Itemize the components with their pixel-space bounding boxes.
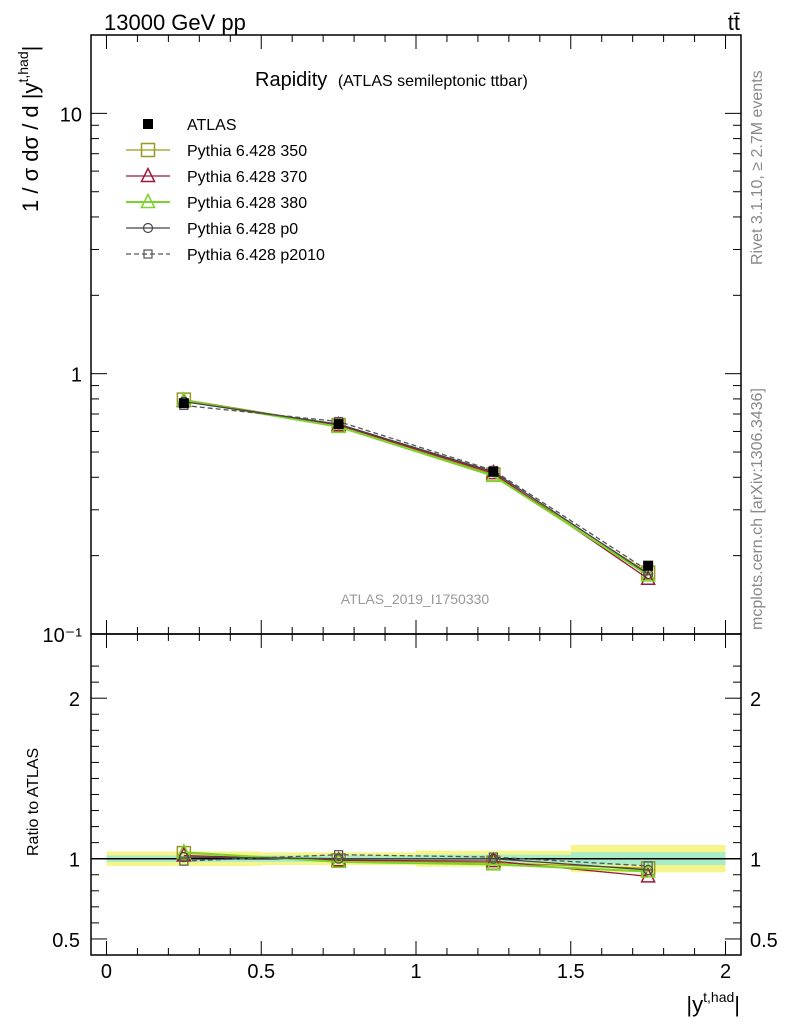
y-axis-label-end: |	[18, 46, 43, 52]
legend: ATLAS Pythia 6.428 350 Pythia 6.428 370 Pyt…	[126, 117, 325, 264]
legend-marker	[142, 222, 154, 234]
ratio-series-point	[643, 861, 653, 871]
x-axis-label-end: |	[734, 992, 740, 1017]
legend-label: Pythia 6.428 p0	[187, 221, 298, 238]
ratio-tick-label-right: 0.5	[750, 930, 778, 952]
legend-marker	[140, 192, 156, 209]
legend-marker	[143, 249, 153, 259]
ratio-tick-label: 1	[69, 850, 80, 872]
y-tick-label: 1	[71, 365, 82, 387]
x-axis-label: |yt,had|	[686, 989, 740, 1017]
x-axis-label-main: |y	[686, 992, 703, 1017]
chart-title: Rapidity (ATLAS semileptonic ttbar)	[255, 69, 528, 91]
mcplots-info-label: mcplots.cern.ch [arXiv:1306.3436]	[749, 388, 766, 630]
legend-label-data: ATLAS	[187, 117, 237, 134]
ratio-tick-label: 0.5	[52, 930, 80, 952]
ratio-series-point	[176, 843, 192, 859]
analysis-watermark: ATLAS_2019_I1750330	[341, 591, 490, 607]
y-axis-label-sup: t,had	[15, 51, 31, 82]
data-point	[488, 466, 499, 477]
ratio-series-point	[330, 852, 347, 869]
ratio-series-line	[183, 856, 649, 871]
series-line	[183, 398, 649, 574]
data-point	[178, 398, 189, 409]
x-tick-label: 1.5	[557, 961, 585, 983]
main-panel: 10 1 10⁻¹	[43, 34, 742, 955]
legend-marker	[140, 142, 156, 158]
chart-title-main: Rapidity	[255, 69, 327, 91]
ratio-series-point	[488, 852, 498, 862]
x-tick-label: 0.5	[247, 961, 275, 983]
series-line	[183, 404, 649, 572]
rivet-info-label: Rivet 3.1.10, ≥ 2.7M events	[749, 70, 766, 265]
x-tick-label: 2	[720, 961, 731, 983]
ratio-panel: 0 0.5 1 1.5 2 2 2 1 1 0.5 0.5	[52, 633, 778, 983]
ratio-axis-label: Ratio to ATLAS	[25, 748, 42, 856]
legend-marker-data	[143, 119, 153, 129]
y-tick-label: 10⁻¹	[43, 625, 83, 647]
y-tick-label: 10	[60, 104, 82, 126]
ratio-tick-label-right: 1	[750, 850, 761, 872]
legend-label: Pythia 6.428 370	[187, 169, 307, 186]
legend-label: Pythia 6.428 p2010	[187, 247, 325, 264]
legend-marker	[140, 166, 156, 183]
ratio-series-line	[183, 854, 649, 867]
data-point	[643, 560, 654, 571]
x-tick-label: 0	[101, 961, 112, 983]
ratio-series-point	[179, 856, 189, 866]
x-tick-label: 1	[410, 961, 421, 983]
ratio-series-point	[334, 850, 344, 860]
ratio-series-point	[485, 855, 502, 871]
ratio-tick-label: 2	[69, 689, 80, 711]
ratio-series-point	[640, 867, 656, 883]
ratio-series-point	[640, 862, 656, 878]
data-point	[333, 419, 344, 430]
ratio-series-point	[485, 851, 502, 868]
legend-label: Pythia 6.428 380	[187, 195, 307, 212]
x-axis-label-sup: t,had	[703, 989, 734, 1005]
series-line	[183, 399, 649, 577]
legend-label: Pythia 6.428 350	[187, 143, 307, 160]
y-axis-label-main: 1 / σ dσ / d |y	[18, 83, 43, 212]
header-process-label: tt̄	[728, 10, 740, 35]
ratio-series-line	[183, 851, 649, 873]
series-line	[183, 401, 649, 575]
y-axis-label: 1 / σ dσ / d |yt,had|	[15, 46, 43, 212]
header-energy-label: 13000 GeV pp	[104, 10, 246, 35]
ratio-tick-label-right: 2	[750, 689, 761, 711]
series-line	[183, 400, 649, 580]
ratio-frame	[90, 633, 742, 956]
chart-subtitle: (ATLAS semileptonic ttbar)	[338, 73, 528, 90]
